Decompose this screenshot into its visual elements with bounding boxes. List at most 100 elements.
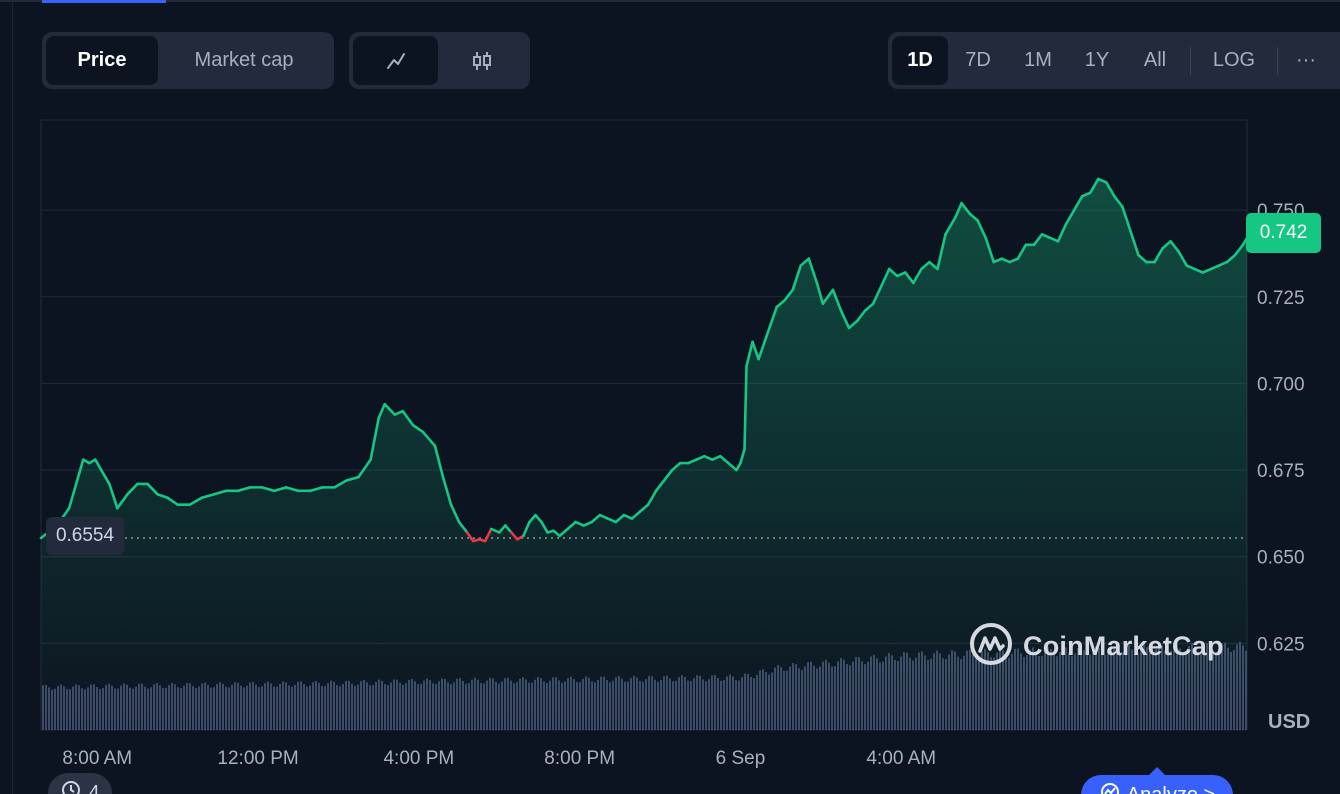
price-line-segment (735, 461, 742, 472)
range-1y[interactable]: 1Y (1084, 49, 1110, 71)
tab-price[interactable]: Price (46, 36, 158, 85)
more-options-button[interactable]: ··· (1296, 49, 1316, 71)
price-line-segment (887, 267, 899, 278)
price-line-segment (93, 458, 103, 472)
price-line-segment (662, 468, 674, 482)
price-line-segment (116, 493, 129, 510)
currency-label: USD (1268, 711, 1311, 733)
price-line-segment (540, 520, 549, 534)
price-line-segment (614, 513, 626, 524)
price-line-segment (622, 513, 634, 520)
price-line-segment (284, 486, 300, 493)
price-line-segment (839, 309, 851, 330)
price-line-segment (821, 288, 835, 305)
reference-price-label: 0.6554 (46, 517, 124, 555)
price-line-segment (711, 454, 722, 461)
price-line-segment (954, 201, 963, 219)
price-line-segment (783, 288, 795, 302)
price-line-segment (1088, 177, 1100, 195)
tab-market-cap[interactable]: Market cap (194, 49, 294, 71)
line-chart-button[interactable] (353, 36, 438, 85)
price-line-segment (75, 458, 85, 482)
price-line-segment (944, 215, 957, 236)
separator (1277, 46, 1278, 75)
price-line-segment (912, 267, 923, 285)
price-line-segment (108, 482, 119, 510)
price-line-segment (984, 236, 996, 264)
price-line-segment (1129, 229, 1140, 257)
candlestick-button[interactable] (438, 36, 526, 85)
price-line-segment (1048, 236, 1060, 243)
price-line-segment (433, 444, 445, 479)
separator (1190, 46, 1191, 75)
price-line-segment (775, 298, 787, 309)
price-line-segment (582, 520, 594, 527)
price-line-segment (200, 493, 216, 500)
price-line-segment (100, 468, 111, 486)
price-line-segment (146, 482, 159, 496)
price-line-segment (67, 479, 79, 510)
coinmarketcap-watermark: CoinMarketCap (969, 622, 1224, 671)
price-line-segment (126, 482, 139, 496)
analyze-label: Analyze > (1127, 784, 1215, 794)
x-tick-label: 6 Sep (716, 748, 766, 769)
price-line-segment (769, 305, 778, 326)
price-line-segment (598, 513, 610, 520)
price-line-segment (1072, 194, 1084, 212)
price-line-segment (976, 219, 988, 240)
chart-style-toggle (349, 32, 530, 89)
price-line-segment (1121, 205, 1132, 233)
price-line-segment (1113, 194, 1124, 208)
analyze-icon (1099, 781, 1121, 794)
range-7d[interactable]: 7D (965, 49, 991, 71)
analyze-pointer (1149, 767, 1165, 775)
y-tick-label: 0.650 (1257, 548, 1305, 569)
price-line-segment (739, 447, 746, 465)
price-line-segment (504, 524, 513, 534)
price-line-segment (1217, 260, 1229, 267)
price-line-segment (534, 513, 543, 524)
price-line-segment (377, 402, 387, 420)
price-line-segment (1169, 240, 1180, 254)
price-line-segment (357, 458, 372, 479)
price-line-segment (260, 486, 276, 493)
price-line-segment (1177, 250, 1188, 267)
x-tick-label: 8:00 PM (544, 748, 615, 769)
price-line-segment (1225, 253, 1237, 264)
price-line-segment (1137, 253, 1148, 264)
price-line-segment (1040, 233, 1052, 240)
price-line-segment (1016, 243, 1028, 260)
price-line-segment (421, 430, 437, 448)
range-1m[interactable]: 1M (1024, 49, 1052, 71)
price-line-segment (831, 288, 843, 312)
log-scale-button[interactable]: LOG (1212, 49, 1256, 71)
price-line-segment (903, 271, 915, 285)
line-chart-icon (385, 50, 407, 72)
price-line-segment (686, 458, 698, 465)
y-tick-label: 0.700 (1257, 374, 1305, 395)
price-line-segment (743, 364, 748, 451)
price-line-segment (863, 302, 875, 312)
price-line-segment (1000, 257, 1012, 264)
price-line-segment (871, 285, 883, 305)
price-line-segment (791, 264, 803, 292)
price-line-segment (895, 271, 907, 278)
x-tick-label: 4:00 PM (383, 748, 454, 769)
range-1d[interactable]: 1D (892, 36, 948, 85)
analyze-button[interactable]: Analyze > (1081, 775, 1233, 794)
price-line-segment (694, 454, 706, 461)
price-line-segment (968, 212, 979, 222)
watermark-text: CoinMarketCap (1023, 631, 1224, 661)
events-badge[interactable]: 4 (48, 773, 112, 794)
price-line-segment (757, 340, 766, 361)
price-line-segment (449, 503, 461, 524)
price-line-segment (1080, 191, 1092, 198)
price-line-segment (574, 520, 586, 527)
price-line-segment (552, 529, 561, 538)
range-all[interactable]: All (1143, 49, 1167, 71)
coinmarketcap-logo-icon (969, 622, 1013, 671)
price-line-segment (483, 527, 493, 543)
price-line-segment (558, 527, 569, 538)
price-line-segment (333, 479, 348, 489)
